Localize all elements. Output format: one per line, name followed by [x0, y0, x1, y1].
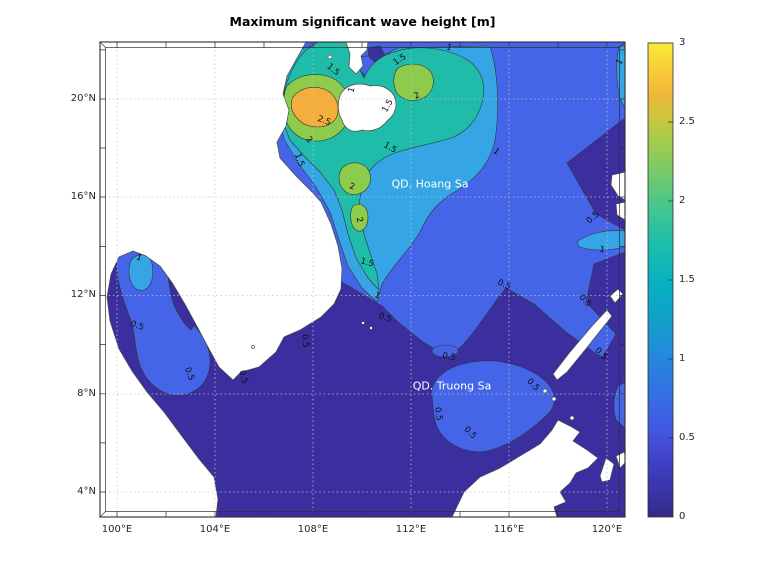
- island-group-label: QD. Truong Sa: [412, 379, 492, 393]
- graticule-grid: [100, 42, 625, 517]
- x-tick-label: 120°E: [591, 524, 623, 535]
- land-mainland: [100, 42, 343, 517]
- land-hainan: [337, 83, 397, 132]
- land-palawan: [552, 309, 613, 381]
- map-frame: [99, 41, 626, 518]
- x-tick-label: 100°E: [101, 524, 133, 535]
- colorbar-tick-label: 0: [679, 511, 686, 522]
- island-group-label: QD. Hoang Sa: [391, 177, 469, 191]
- x-tick-label: 116°E: [493, 524, 525, 535]
- x-tick-label: 112°E: [395, 524, 427, 535]
- colorbar-tick-label: 2.5: [679, 116, 695, 127]
- contour-label: 0.5: [299, 333, 311, 349]
- sea-band-2.5-3: [291, 86, 339, 128]
- chart-title: Maximum significant wave height [m]: [229, 14, 496, 29]
- land-borneo: [451, 419, 599, 517]
- x-tick-label: 104°E: [199, 524, 231, 535]
- y-tick-label: 12°N: [70, 289, 96, 300]
- colorbar-tick-label: 3: [679, 37, 686, 48]
- contour-label: 0.5: [441, 350, 457, 364]
- colorbar: [647, 42, 674, 518]
- x-tick-label: 108°E: [297, 524, 329, 535]
- contour-label: 0.5: [431, 406, 445, 422]
- land-leizhou: [345, 42, 369, 75]
- y-tick-label: 4°N: [77, 486, 96, 497]
- y-tick-label: 20°N: [70, 93, 96, 104]
- colorbar-tick-label: 1: [679, 353, 686, 364]
- colorbar-tick-label: 1.5: [679, 274, 695, 285]
- colorbar-tick-label: 2: [679, 195, 686, 206]
- land-luzon: [610, 171, 625, 201]
- y-tick-label: 16°N: [70, 191, 96, 202]
- y-tick-label: 8°N: [77, 388, 96, 399]
- colorbar-tick-label: 0.5: [679, 432, 695, 443]
